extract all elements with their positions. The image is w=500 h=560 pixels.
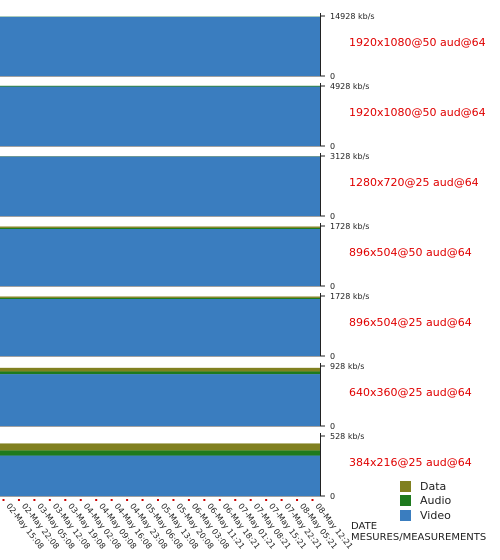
- x-date-marker: [95, 499, 98, 501]
- x-date-marker: [48, 499, 51, 501]
- stream-label: 1280x720@25 aud@64: [349, 176, 479, 189]
- x-date-marker: [157, 499, 159, 501]
- y-tick-max-label: 14928 kb/s: [330, 12, 375, 21]
- y-tick-zero-label: 0: [330, 492, 335, 501]
- stream-label: 1920x1080@50 aud@64: [349, 106, 486, 119]
- x-date-marker: [33, 499, 36, 501]
- y-tick-max-label: 928 kb/s: [330, 362, 364, 371]
- x-date-marker: [141, 499, 144, 501]
- legend: Data Audio Video: [400, 480, 452, 522]
- x-date-marker: [17, 499, 20, 501]
- x-date-marker: [172, 499, 175, 501]
- y-tick-zero-label: 0: [330, 142, 335, 151]
- y-tick-max-label: 4928 kb/s: [330, 82, 369, 91]
- x-axis-title-date: DATE: [351, 521, 377, 532]
- y-tick-max-label: 1728 kb/s: [330, 222, 369, 231]
- area-data: [0, 443, 320, 451]
- area-audio: [0, 227, 320, 229]
- stream-label: 896x504@50 aud@64: [349, 246, 472, 259]
- area-video: [0, 374, 320, 426]
- legend-label-video: Video: [420, 509, 451, 522]
- x-date-marker: [2, 499, 5, 501]
- area-video: [0, 455, 320, 496]
- area-video: [0, 228, 320, 286]
- stream-label: 896x504@25 aud@64: [349, 316, 472, 329]
- y-tick-zero-label: 0: [330, 422, 335, 431]
- y-tick-max-label: 1728 kb/s: [330, 292, 369, 301]
- x-date-marker: [265, 499, 268, 501]
- x-date-marker: [296, 499, 299, 501]
- legend-swatch-video: [400, 510, 411, 521]
- y-tick-max-label: 3128 kb/s: [330, 152, 369, 161]
- legend-swatch-data: [400, 481, 411, 492]
- area-video: [0, 298, 320, 356]
- panel: 1728 kb/s 0 896x504@25 aud@64: [0, 292, 472, 361]
- panel: 1728 kb/s 0 896x504@50 aud@64: [0, 222, 472, 291]
- area-data: [0, 226, 320, 228]
- legend-label-data: Data: [420, 480, 446, 493]
- area-video: [0, 156, 320, 216]
- panel: 3128 kb/s 0 1280x720@25 aud@64: [0, 152, 479, 221]
- area-audio: [0, 450, 320, 456]
- x-date-marker: [203, 499, 206, 501]
- panel: 928 kb/s 0 640x360@25 aud@64: [0, 362, 472, 431]
- x-date-marker: [79, 499, 82, 501]
- x-date-marker: [311, 499, 314, 501]
- panel: 528 kb/s 0 384x216@25 aud@64: [0, 432, 472, 501]
- legend-swatch-audio: [400, 495, 411, 506]
- area-video: [0, 16, 320, 76]
- x-date-marker: [249, 499, 252, 501]
- x-date-marker: [187, 499, 190, 501]
- area-data: [0, 296, 320, 298]
- legend-label-audio: Audio: [420, 494, 452, 507]
- area-audio: [0, 85, 320, 87]
- y-tick-zero-label: 0: [330, 212, 335, 221]
- x-date-marker: [218, 499, 221, 501]
- x-date-marker: [126, 499, 129, 501]
- area-audio: [0, 297, 320, 299]
- y-tick-zero-label: 0: [330, 352, 335, 361]
- panel: 4928 kb/s 0 1920x1080@50 aud@64: [0, 82, 486, 151]
- area-audio: [0, 371, 320, 375]
- x-axis-title-measurements: MESURES/MEASUREMENTS: [351, 532, 486, 543]
- y-tick-zero-label: 0: [330, 282, 335, 291]
- y-tick-zero-label: 0: [330, 72, 335, 81]
- stream-label: 640x360@25 aud@64: [349, 386, 472, 399]
- x-date-marker: [64, 499, 67, 501]
- y-tick-max-label: 528 kb/s: [330, 432, 364, 441]
- panel: 14928 kb/s 0 1920x1080@50 aud@64: [0, 12, 486, 81]
- x-date-marker: [110, 499, 113, 501]
- stream-label: 1920x1080@50 aud@64: [349, 36, 486, 49]
- area-video: [0, 86, 320, 146]
- area-data: [0, 367, 320, 372]
- x-date-marker: [280, 499, 283, 501]
- x-date-marker: [234, 499, 237, 501]
- stream-label: 384x216@25 aud@64: [349, 456, 472, 469]
